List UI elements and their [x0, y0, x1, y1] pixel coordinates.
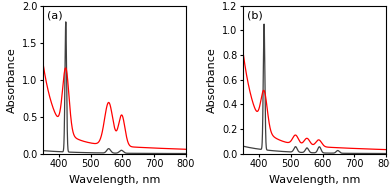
Text: (b): (b)	[247, 10, 263, 20]
X-axis label: Wavelength, nm: Wavelength, nm	[269, 175, 360, 185]
X-axis label: Wavelength, nm: Wavelength, nm	[69, 175, 160, 185]
Text: (a): (a)	[47, 10, 63, 20]
Y-axis label: Absorbance: Absorbance	[6, 47, 16, 113]
Y-axis label: Absorbance: Absorbance	[207, 47, 216, 113]
